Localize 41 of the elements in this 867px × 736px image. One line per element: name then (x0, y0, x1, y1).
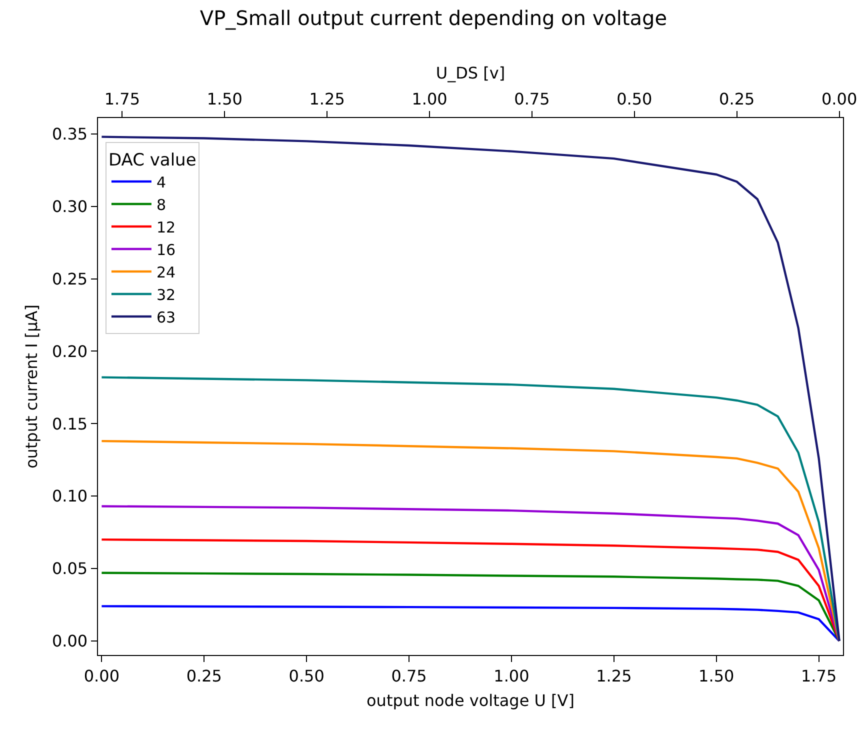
legend-label: 32 (156, 286, 176, 304)
y-tick-label: 0.20 (52, 342, 88, 361)
y-tick-label: 0.30 (52, 196, 88, 216)
x2-tick-label: 1.75 (104, 89, 140, 108)
x-tick-label: 0.50 (288, 666, 324, 686)
legend-title: DAC value (108, 150, 196, 170)
line-series (100, 505, 840, 642)
x2-tick-label: 1.50 (206, 89, 242, 108)
line-series (100, 538, 840, 642)
x-tick-label: 0.75 (391, 666, 427, 686)
x2-tick-label: 1.25 (309, 89, 345, 108)
legend-label: 24 (156, 263, 176, 282)
x-axis-title: output node voltage U [V] (366, 691, 574, 710)
legend-label: 63 (156, 308, 176, 326)
y-tick-label: 0.35 (52, 124, 88, 144)
legend-label: 16 (156, 240, 176, 259)
legend-label: 4 (156, 173, 166, 192)
x-tick-label: 1.00 (494, 666, 530, 686)
y-tick-label: 0.25 (52, 269, 88, 288)
y-axis-title: output current I [µA] (22, 304, 41, 469)
x-tick-label: 1.25 (596, 666, 632, 686)
line-series (100, 605, 840, 642)
chart-title: VP_Small output current depending on voltage (200, 6, 668, 30)
x-tick-label: 1.50 (698, 666, 734, 686)
x-tick-label: 1.75 (801, 666, 837, 686)
x2-tick-label: 0.50 (616, 89, 652, 108)
x2-tick-label: 1.00 (412, 89, 448, 108)
y-tick-label: 0.15 (52, 414, 88, 434)
x-tick-label: 0.00 (84, 666, 120, 686)
x2-tick-label: 0.25 (719, 89, 755, 108)
legend-label: 8 (156, 196, 166, 214)
x2-axis-title: U_DS [v] (436, 63, 506, 82)
y-tick-label: 0.10 (52, 486, 88, 506)
y-tick-label: 0.05 (52, 559, 88, 578)
line-series (100, 136, 840, 642)
legend-label: 12 (156, 218, 176, 236)
x2-tick-label: 0.75 (514, 89, 550, 108)
x2-tick-label: 0.00 (821, 89, 858, 108)
y-tick-label: 0.00 (52, 632, 88, 651)
line-series (100, 572, 840, 642)
x-tick-label: 0.25 (186, 666, 222, 686)
